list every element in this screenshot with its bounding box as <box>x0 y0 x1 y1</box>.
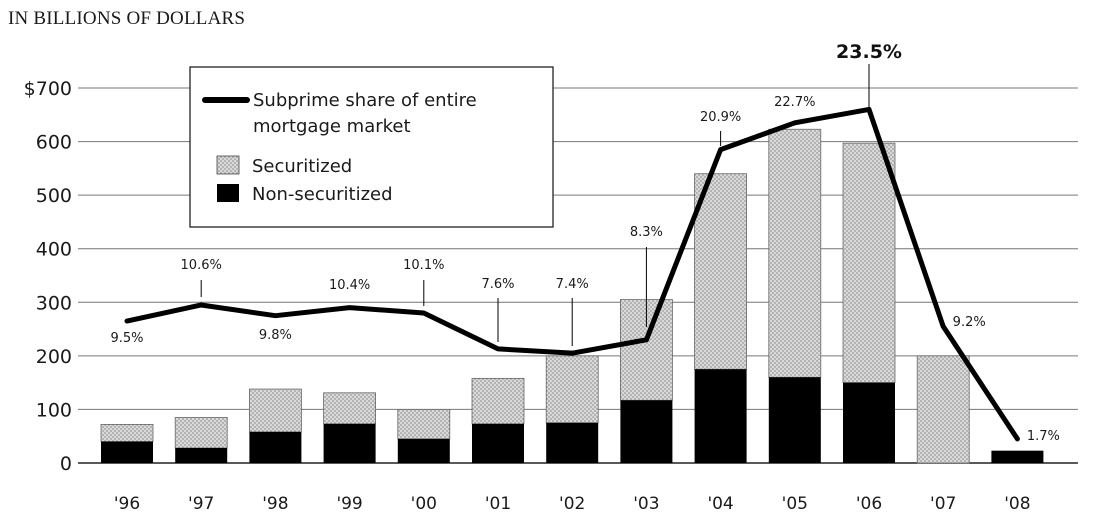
y-tick-label: 200 <box>36 346 72 368</box>
percent-label: 23.5% <box>836 41 902 63</box>
bar-securitized <box>100 424 154 442</box>
subprime-share-polyline <box>124 106 1020 442</box>
bar-securitized <box>397 409 451 440</box>
y-tick-label: $700 <box>24 78 72 100</box>
percent-label: 10.1% <box>403 258 444 273</box>
x-tick-label: '03 <box>633 494 659 514</box>
x-tick-label: '97 <box>188 494 214 514</box>
x-tick-label: '00 <box>411 494 437 514</box>
bar-non-securitized <box>397 438 450 463</box>
bar-securitized <box>916 355 970 464</box>
x-tick-label: '05 <box>782 494 808 514</box>
bar-non-securitized <box>101 441 153 463</box>
bar-non-securitized <box>546 422 599 463</box>
y-axis-ticks: 0 100 200 300 400 500 600 $700 <box>24 78 72 475</box>
percent-label: 20.9% <box>700 110 741 125</box>
bar-non-securitized <box>991 450 1044 463</box>
percent-label: 9.2% <box>953 315 986 330</box>
bars <box>100 128 1044 464</box>
x-tick-label: '04 <box>707 494 733 514</box>
x-tick-label: '02 <box>559 494 585 514</box>
percent-label: 10.4% <box>329 278 370 293</box>
percent-label: 7.6% <box>481 277 514 292</box>
chart-title: IN BILLIONS OF DOLLARS <box>8 8 245 29</box>
bar-securitized <box>768 128 822 378</box>
y-tick-label: 300 <box>36 292 72 314</box>
bar-non-securitized <box>768 377 821 463</box>
bar-non-securitized <box>175 448 228 463</box>
x-tick-label: '96 <box>114 494 140 514</box>
bar-securitized <box>323 392 377 425</box>
bar-non-securitized <box>843 382 895 463</box>
percent-label: 7.4% <box>556 277 589 292</box>
x-axis-ticks: '96 '97 '98 '99 '00 '01 '02 '03 '04 '05 '06 '07 '08 <box>114 494 1031 514</box>
bar-securitized <box>842 142 896 384</box>
legend: Subprime share of entire mortgage market… <box>189 66 554 228</box>
bar-non-securitized <box>472 423 524 463</box>
subprime-share-line <box>124 106 1020 442</box>
percent-label: 9.8% <box>259 328 292 343</box>
bar-non-securitized <box>620 400 673 463</box>
legend-non-securitized-label: Non-securitized <box>252 184 393 205</box>
x-tick-label: '01 <box>485 494 511 514</box>
bar-non-securitized <box>323 423 376 463</box>
legend-line-label-1: Subprime share of entire <box>253 90 477 111</box>
bar-securitized <box>248 388 302 433</box>
bar-securitized <box>174 417 228 449</box>
bar-securitized <box>471 377 525 425</box>
legend-securitized-swatch <box>216 155 240 175</box>
bar-securitized <box>694 173 747 370</box>
y-tick-label: 100 <box>36 399 72 421</box>
legend-securitized-label: Securitized <box>252 156 352 177</box>
y-tick-label: 0 <box>60 453 72 475</box>
percent-label: 10.6% <box>181 258 222 273</box>
percent-label: 1.7% <box>1027 429 1060 444</box>
percent-label: 8.3% <box>630 225 663 240</box>
bar-securitized <box>545 355 599 424</box>
legend-non-securitized-swatch <box>217 184 239 202</box>
x-tick-label: '07 <box>930 494 956 514</box>
y-tick-label: 600 <box>36 132 72 154</box>
legend-line-label-2: mortgage market <box>253 116 411 137</box>
percent-label: 22.7% <box>774 95 815 110</box>
bar-non-securitized <box>249 431 302 463</box>
percentage-labels: 9.5% 10.6% 9.8% 10.4% 10.1% 7.6% 7.4% 8.3% 20.9%… <box>110 41 1059 444</box>
legend-box <box>189 66 554 228</box>
percent-label: 9.5% <box>110 331 143 346</box>
x-tick-label: '98 <box>262 494 288 514</box>
y-tick-label: 400 <box>36 239 72 261</box>
x-tick-label: '06 <box>856 494 882 514</box>
label-leader-lines <box>200 64 870 346</box>
x-tick-label: '99 <box>336 494 362 514</box>
y-tick-label: 500 <box>36 185 72 207</box>
x-tick-label: '08 <box>1004 494 1030 514</box>
bar-non-securitized <box>694 369 747 463</box>
